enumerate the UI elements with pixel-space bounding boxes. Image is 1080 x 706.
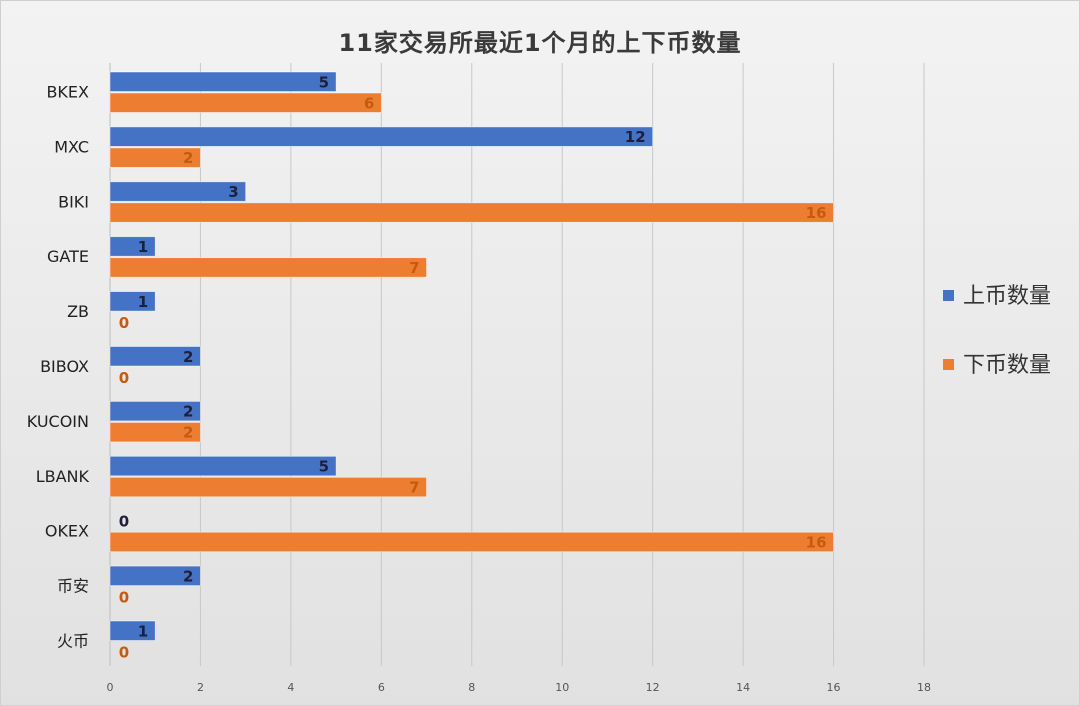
category-label: BKEX [46,83,89,102]
bar-delisted [109,476,427,498]
data-label: 5 [319,458,329,476]
data-label: 16 [806,204,827,222]
category-label: 币安 [57,577,89,596]
x-tick-label: 0 [107,681,114,694]
chart-title: 11家交易所最近1个月的上下币数量 [338,29,742,57]
bar-listed [109,126,654,147]
bar-delisted [109,92,382,113]
category-label: LBANK [36,467,90,486]
category-label: MXC [54,137,89,156]
data-label: 2 [183,348,193,366]
data-label: 12 [625,128,646,146]
data-label: 1 [138,293,148,311]
category-label: BIBOX [40,357,89,376]
bar-delisted [109,202,834,223]
bar-delisted [109,421,201,443]
category-label: ZB [67,302,89,321]
data-label: 6 [364,94,374,112]
data-label: 2 [183,149,193,167]
data-label: 2 [183,403,193,421]
bar-listed [109,236,156,257]
category-label: OKEX [45,522,89,541]
data-label: 16 [806,533,827,551]
x-tick-label: 2 [197,681,204,694]
data-label: 7 [409,479,419,497]
bar-listed [109,400,201,422]
legend-label: 上币数量 [963,284,1051,309]
data-label: 0 [119,512,129,530]
bar-listed [109,455,337,477]
bar-delisted [109,147,201,168]
bar-listed [109,71,337,92]
x-tick-label: 10 [555,681,569,694]
data-label: 0 [119,314,129,332]
category-label: BIKI [58,192,89,211]
bar-listed [109,346,201,367]
legend-swatch [943,359,954,370]
legend-label: 下币数量 [963,353,1051,378]
data-label: 0 [119,588,129,606]
data-label: 1 [138,238,148,256]
bar-listed [109,565,201,586]
x-tick-label: 8 [468,681,475,694]
x-tick-label: 18 [917,681,931,694]
data-label: 7 [409,259,419,277]
x-tick-label: 12 [646,681,660,694]
data-label: 0 [119,643,129,661]
x-tick-label: 16 [827,681,841,694]
data-label: 3 [228,183,238,201]
category-label: GATE [47,247,89,266]
bar-listed [109,291,156,312]
data-label: 2 [183,567,193,585]
data-label: 1 [138,622,148,640]
legend-swatch [943,290,954,301]
data-label: 5 [319,73,329,91]
x-tick-label: 6 [378,681,385,694]
data-label: 2 [183,424,193,442]
bar-delisted [109,257,427,278]
category-label: KUCOIN [27,412,89,431]
category-label: 火币 [57,632,89,651]
bar-listed [109,620,156,641]
x-tick-label: 14 [736,681,750,694]
bar-listed [109,181,247,202]
x-tick-label: 4 [287,681,294,694]
data-label: 0 [119,369,129,387]
bar-delisted [109,531,834,553]
